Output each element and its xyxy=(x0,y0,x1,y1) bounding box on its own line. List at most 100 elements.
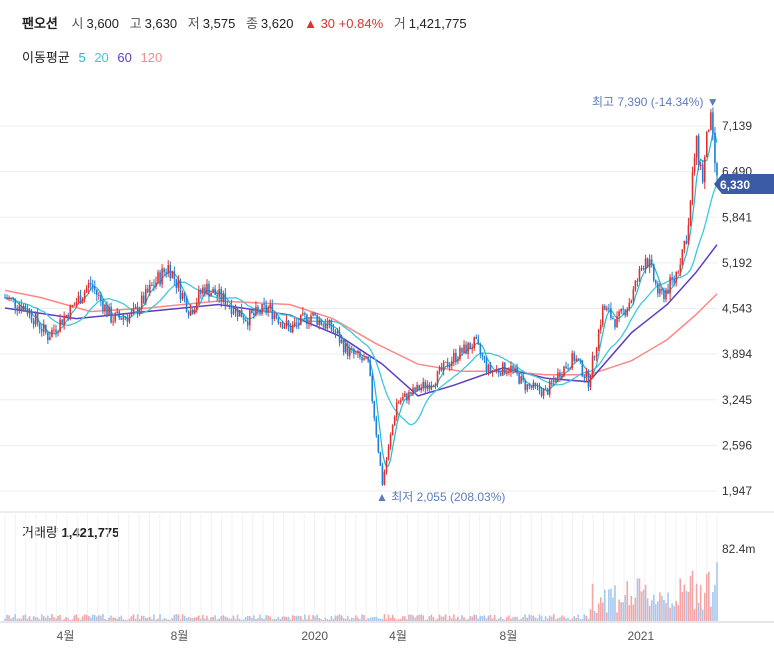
volume-bar xyxy=(342,617,345,621)
candle-body xyxy=(353,348,355,354)
volume-bar xyxy=(344,619,347,621)
volume-bar xyxy=(710,606,712,621)
candle-body xyxy=(155,282,157,287)
volume-bar xyxy=(495,619,498,621)
candle-body xyxy=(147,288,149,293)
volume-bar xyxy=(244,617,247,621)
candle-body xyxy=(487,364,490,371)
candle-body xyxy=(153,285,155,287)
ma-120-line xyxy=(4,289,718,376)
candle-body xyxy=(206,283,208,294)
candle-body xyxy=(100,294,102,301)
candle-body xyxy=(659,288,661,294)
candle-body xyxy=(183,293,186,298)
candle-body xyxy=(220,288,223,302)
candle-body xyxy=(555,380,557,382)
volume-bar xyxy=(683,584,686,621)
candle-body xyxy=(224,293,227,307)
candle-body xyxy=(189,310,192,316)
candle-body xyxy=(12,297,14,299)
candle-body xyxy=(485,358,488,371)
candle-body xyxy=(287,320,290,326)
candle-body xyxy=(381,465,384,485)
volume-bar xyxy=(106,619,108,621)
volume-bar xyxy=(493,615,496,621)
volume-legend-value: 1,421,775 xyxy=(61,525,120,540)
volume-bar xyxy=(557,618,559,621)
volume-bar xyxy=(100,615,102,621)
candle-body xyxy=(232,311,235,314)
volume-bar xyxy=(26,618,29,621)
volume-legend: 거래량 1,421,775 xyxy=(22,522,119,541)
volume-bar xyxy=(277,617,280,621)
volume-bar xyxy=(206,615,208,621)
volume-bar xyxy=(285,616,288,621)
volume-bar xyxy=(134,618,137,621)
volume-bar xyxy=(255,618,257,621)
volume-bar xyxy=(669,607,671,621)
y-tick-label: 3,245 xyxy=(722,393,752,407)
volume-bar xyxy=(36,617,39,621)
candle-body xyxy=(240,309,243,318)
volume-bar xyxy=(42,616,45,621)
volume-bar xyxy=(204,618,206,621)
volume-bar xyxy=(369,618,371,621)
volume-bar xyxy=(191,618,194,621)
volume-bar xyxy=(593,610,596,621)
volume-bar xyxy=(714,584,716,621)
candle-body xyxy=(318,319,320,325)
volume-bar xyxy=(379,618,382,621)
volume-bar xyxy=(508,615,510,621)
ma-120-label: 120 xyxy=(140,50,163,65)
volume-bar xyxy=(450,618,453,621)
candle-body xyxy=(328,319,331,324)
candle-body xyxy=(36,313,39,324)
volume-bar xyxy=(501,619,504,621)
candle-body xyxy=(418,384,420,391)
volume-bar xyxy=(477,618,480,621)
candle-body xyxy=(14,298,17,308)
volume-bar xyxy=(563,616,565,621)
volume-bar xyxy=(128,618,131,621)
volume-bar xyxy=(316,614,318,621)
volume-bar xyxy=(667,592,669,621)
volume-bar xyxy=(110,615,112,621)
candle-body xyxy=(257,306,259,311)
volume-bar xyxy=(38,619,41,621)
volume-bar xyxy=(116,619,119,621)
candle-body xyxy=(408,392,410,401)
candle-body xyxy=(412,387,414,395)
change-arrow-icon: ▲ xyxy=(304,16,317,31)
candle-body xyxy=(175,278,178,288)
volume-bar xyxy=(571,618,573,621)
candle-body xyxy=(622,308,624,310)
ma-20-label: 20 xyxy=(94,50,109,65)
volume-bar xyxy=(610,588,612,621)
candle-body xyxy=(575,358,578,362)
candle-body xyxy=(571,353,573,369)
candle-body xyxy=(338,332,341,343)
candle-body xyxy=(140,295,143,310)
volume-bar xyxy=(712,592,714,621)
candle-body xyxy=(440,367,443,371)
candle-body xyxy=(359,351,361,358)
volume-bar xyxy=(242,619,245,621)
volume-bar xyxy=(469,615,471,621)
volume-bar xyxy=(636,578,639,621)
min-price-annotation: ▲ 최저 2,055 (208.03%) xyxy=(376,490,505,504)
volume-bar xyxy=(130,616,133,621)
volume-bar xyxy=(222,615,225,621)
volume-bar xyxy=(89,617,92,621)
candle-body xyxy=(650,259,653,265)
volume-bar xyxy=(685,590,688,621)
candle-body xyxy=(455,352,457,362)
volume-bar xyxy=(422,615,425,621)
candle-body xyxy=(565,366,567,369)
candle-body xyxy=(406,393,408,401)
candle-body xyxy=(663,290,665,300)
y-tick-label: 5,841 xyxy=(722,210,752,224)
change-pct: +0.84% xyxy=(338,16,384,31)
candle-body xyxy=(369,360,371,376)
volume-bar xyxy=(573,616,575,621)
